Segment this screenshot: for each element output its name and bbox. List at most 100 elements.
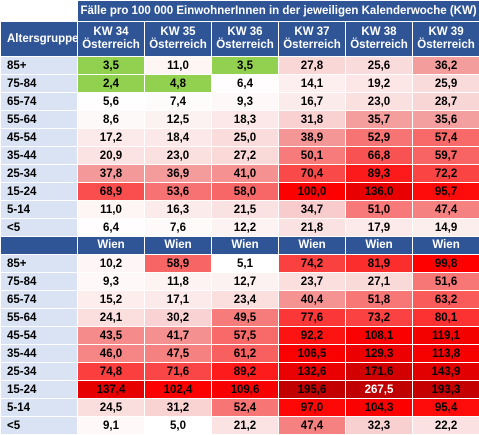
column-header: Wien — [279, 237, 346, 255]
value-cell: 25,0 — [212, 129, 279, 147]
value-cell: 23,4 — [212, 291, 279, 309]
value-cell: 89,3 — [346, 165, 413, 183]
value-cell: 50,1 — [279, 147, 346, 165]
value-cell: 2,4 — [78, 75, 145, 93]
column-region: Österreich — [78, 39, 144, 52]
value-cell: 132,6 — [279, 363, 346, 381]
value-cell: 66,8 — [346, 147, 413, 165]
value-cell: 16,7 — [279, 93, 346, 111]
value-cell: 10,2 — [78, 255, 145, 273]
value-cell: 47,5 — [145, 345, 212, 363]
value-cell: 70,4 — [279, 165, 346, 183]
value-cell: 17,1 — [145, 291, 212, 309]
value-cell: 8,6 — [78, 111, 145, 129]
value-cell: 14,9 — [413, 219, 479, 237]
value-cell: 34,7 — [279, 201, 346, 219]
age-group-label: 65-74 — [1, 93, 78, 111]
value-cell: 68,9 — [78, 183, 145, 201]
value-cell: 6,4 — [212, 75, 279, 93]
value-cell: 12,5 — [145, 111, 212, 129]
value-cell: 18,3 — [212, 111, 279, 129]
value-cell: 17,9 — [346, 219, 413, 237]
value-cell: 12,7 — [212, 273, 279, 291]
value-cell: 108,1 — [346, 327, 413, 345]
value-cell: 52,4 — [212, 399, 279, 417]
value-cell: 57,4 — [413, 129, 479, 147]
column-region: Wien — [413, 239, 479, 252]
column-region: Wien — [78, 239, 144, 252]
value-cell: 31,8 — [279, 111, 346, 129]
value-cell: 46,0 — [78, 345, 145, 363]
value-cell: 95,4 — [413, 399, 479, 417]
column-week: KW 39 — [413, 26, 479, 39]
age-group-label: 75-84 — [1, 75, 78, 93]
age-group-label: 25-34 — [1, 363, 78, 381]
value-cell: 49,5 — [212, 309, 279, 327]
age-group-header: Altersgruppe — [1, 22, 78, 57]
value-cell: 74,8 — [78, 363, 145, 381]
value-cell: 59,7 — [413, 147, 479, 165]
value-cell: 97,0 — [279, 399, 346, 417]
value-cell: 21,5 — [212, 201, 279, 219]
value-cell: 119,1 — [413, 327, 479, 345]
value-cell: 41,7 — [145, 327, 212, 345]
value-cell: 81,9 — [346, 255, 413, 273]
value-cell: 5,6 — [78, 93, 145, 111]
value-cell: 3,5 — [78, 57, 145, 75]
value-cell: 11,8 — [145, 273, 212, 291]
value-cell: 9,3 — [212, 93, 279, 111]
value-cell: 72,2 — [413, 165, 479, 183]
value-cell: 102,4 — [145, 381, 212, 399]
value-cell: 14,1 — [279, 75, 346, 93]
value-cell: 4,8 — [145, 75, 212, 93]
value-cell: 20,9 — [78, 147, 145, 165]
column-region: Wien — [145, 239, 211, 252]
column-region: Österreich — [145, 39, 211, 52]
column-header: Wien — [413, 237, 479, 255]
age-group-label: 85+ — [1, 255, 78, 273]
value-cell: 106,5 — [279, 345, 346, 363]
age-group-label: 45-54 — [1, 327, 78, 345]
value-cell: 27,2 — [212, 147, 279, 165]
value-cell: 113,8 — [413, 345, 479, 363]
value-cell: 25,9 — [413, 75, 479, 93]
value-cell: 6,4 — [78, 219, 145, 237]
age-group-label: <5 — [1, 417, 78, 435]
value-cell: 7,6 — [145, 219, 212, 237]
value-cell: 193,3 — [413, 381, 479, 399]
value-cell: 129,3 — [346, 345, 413, 363]
value-cell: 32,3 — [346, 417, 413, 435]
value-cell: 74,2 — [279, 255, 346, 273]
column-header: Wien — [78, 237, 145, 255]
column-week: KW 35 — [145, 26, 211, 39]
age-group-label: 35-44 — [1, 345, 78, 363]
value-cell: 7,4 — [145, 93, 212, 111]
value-cell: 104,3 — [346, 399, 413, 417]
column-region: Österreich — [212, 39, 278, 52]
age-group-label: 5-14 — [1, 201, 78, 219]
value-cell: 71,6 — [145, 363, 212, 381]
value-cell: 35,7 — [346, 111, 413, 129]
value-cell: 27,8 — [279, 57, 346, 75]
age-group-header — [1, 237, 78, 255]
value-cell: 22,2 — [413, 417, 479, 435]
value-cell: 9,1 — [78, 417, 145, 435]
value-cell: 77,6 — [279, 309, 346, 327]
value-cell: 18,4 — [145, 129, 212, 147]
column-week: KW 37 — [279, 26, 345, 39]
